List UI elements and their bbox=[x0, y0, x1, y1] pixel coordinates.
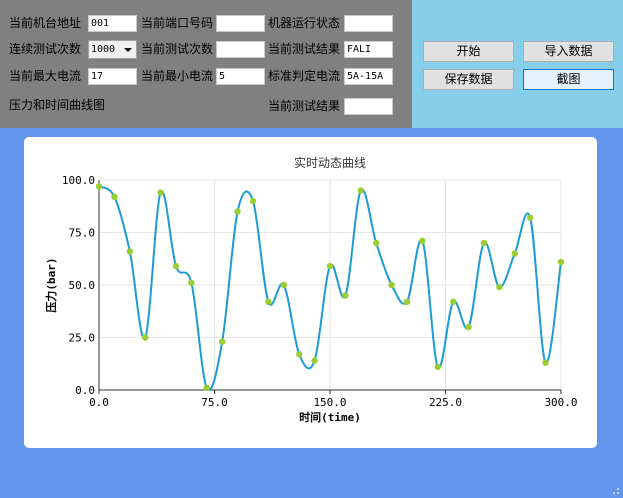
screenshot-button[interactable]: 截图 bbox=[523, 69, 614, 90]
data-point bbox=[280, 281, 287, 289]
continuous-count-select[interactable]: 1000 bbox=[88, 40, 137, 59]
data-point bbox=[403, 298, 411, 305]
x-tick-label: 75.0 bbox=[201, 396, 228, 409]
x-tick-label: 300.0 bbox=[544, 396, 577, 409]
data-point bbox=[111, 193, 118, 200]
y-tick-label: 25.0 bbox=[69, 332, 96, 345]
data-point bbox=[434, 363, 441, 371]
data-point bbox=[326, 262, 334, 270]
data-point bbox=[342, 292, 349, 299]
data-point bbox=[511, 250, 518, 257]
y-axis-label: 压力(bar) bbox=[44, 257, 58, 312]
min-current-field[interactable]: 5 bbox=[216, 68, 265, 85]
data-point bbox=[296, 351, 303, 358]
test-result-field[interactable] bbox=[344, 98, 393, 115]
data-point bbox=[188, 279, 195, 287]
data-point bbox=[388, 281, 395, 289]
x-tick-label: 225.0 bbox=[429, 396, 462, 409]
chevron-down-icon bbox=[124, 48, 132, 52]
data-point bbox=[126, 248, 133, 255]
current-result-field[interactable]: FALI bbox=[344, 41, 393, 58]
chart-title: 实时动态曲线 bbox=[294, 155, 366, 170]
action-panel bbox=[412, 0, 623, 128]
machine-status-field[interactable] bbox=[344, 15, 393, 32]
data-point bbox=[311, 357, 318, 364]
standard-current-label: 标准判定电流 bbox=[268, 69, 341, 83]
min-current-label: 当前最小电流 bbox=[141, 69, 214, 83]
max-current-field[interactable]: 17 bbox=[88, 68, 137, 85]
data-point bbox=[465, 323, 472, 331]
x-tick-label: 150.0 bbox=[313, 396, 346, 409]
data-point bbox=[527, 214, 534, 221]
data-point bbox=[157, 189, 164, 196]
machine-address-label: 当前机台地址 bbox=[9, 16, 82, 30]
resize-grip-icon[interactable] bbox=[610, 485, 620, 495]
data-point bbox=[357, 187, 364, 194]
pressure-time-chart: 实时动态曲线 0.0 25.0 50.0 75.0 100.0 0.0 75.0 150.0 22… bbox=[44, 155, 578, 424]
y-tick-label: 100.0 bbox=[62, 174, 95, 187]
data-point bbox=[219, 338, 226, 345]
chart-card: 实时动态曲线 0.0 25.0 50.0 75.0 100.0 0.0 75.0 150.0 22… bbox=[24, 137, 597, 448]
data-point bbox=[542, 359, 549, 366]
current-result-label: 当前测试结果 bbox=[268, 42, 341, 56]
current-count-label: 当前测试次数 bbox=[141, 42, 214, 56]
continuous-count-value: 1000 bbox=[91, 44, 116, 55]
curve-chart-label: 压力和时间曲线图 bbox=[9, 98, 106, 112]
data-point bbox=[203, 384, 210, 392]
max-current-label: 当前最大电流 bbox=[9, 69, 82, 83]
x-tick-label: 0.0 bbox=[89, 396, 109, 409]
import-data-button[interactable]: 导入数据 bbox=[523, 41, 614, 62]
y-tick-label: 0.0 bbox=[75, 384, 95, 397]
machine-address-field[interactable]: 001 bbox=[88, 15, 137, 32]
x-axis-label: 时间(time) bbox=[299, 410, 361, 424]
data-point bbox=[249, 197, 257, 205]
settings-panel bbox=[0, 0, 412, 128]
standard-current-field[interactable]: 5A-15A bbox=[344, 68, 393, 85]
data-point bbox=[95, 183, 103, 190]
data-point bbox=[419, 237, 426, 245]
data-point bbox=[373, 239, 380, 247]
port-number-field[interactable] bbox=[216, 15, 265, 32]
current-count-field[interactable] bbox=[216, 41, 265, 58]
data-point bbox=[234, 208, 241, 215]
save-data-button[interactable]: 保存数据 bbox=[423, 69, 514, 90]
data-point bbox=[480, 239, 488, 247]
machine-status-label: 机器运行状态 bbox=[268, 16, 341, 30]
start-button[interactable]: 开始 bbox=[423, 41, 514, 62]
y-tick-label: 75.0 bbox=[69, 227, 96, 240]
data-point bbox=[265, 298, 272, 305]
port-number-label: 当前端口号码 bbox=[141, 16, 214, 30]
data-point bbox=[142, 334, 149, 341]
data-point bbox=[450, 298, 457, 305]
y-tick-label: 50.0 bbox=[69, 279, 96, 292]
test-result-label: 当前测试结果 bbox=[268, 99, 341, 113]
continuous-count-label: 连续测试次数 bbox=[9, 42, 82, 56]
data-point bbox=[557, 258, 565, 266]
data-point bbox=[496, 283, 503, 291]
data-point bbox=[172, 262, 180, 270]
